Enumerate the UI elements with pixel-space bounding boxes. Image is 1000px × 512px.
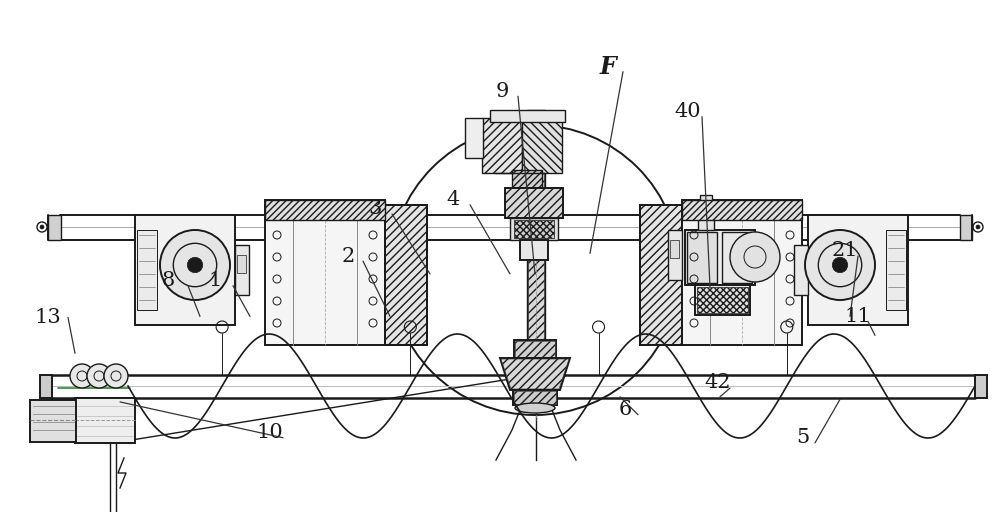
Bar: [265, 200, 385, 345]
Text: 1: 1: [208, 271, 222, 290]
Bar: [265, 200, 385, 220]
Circle shape: [160, 230, 230, 300]
Bar: [510, 218, 558, 240]
Bar: [48, 215, 61, 240]
Text: 10: 10: [257, 423, 283, 442]
Bar: [30, 400, 76, 442]
Bar: [722, 232, 752, 283]
Circle shape: [87, 364, 111, 388]
Bar: [668, 230, 682, 280]
Bar: [794, 245, 808, 295]
Bar: [975, 375, 987, 398]
Circle shape: [976, 225, 980, 229]
Bar: [465, 118, 483, 158]
Bar: [687, 232, 717, 283]
Bar: [515, 341, 555, 357]
Text: 3: 3: [368, 199, 382, 219]
Bar: [40, 375, 52, 398]
Circle shape: [832, 258, 848, 273]
Text: 4: 4: [446, 190, 460, 209]
Circle shape: [40, 225, 44, 229]
Bar: [385, 205, 427, 345]
Bar: [505, 188, 563, 218]
Circle shape: [187, 258, 203, 273]
Bar: [960, 215, 972, 240]
Circle shape: [730, 232, 780, 282]
Bar: [385, 205, 427, 345]
Circle shape: [805, 230, 875, 300]
Text: 13: 13: [35, 308, 61, 327]
Bar: [235, 245, 249, 295]
Bar: [685, 230, 755, 285]
Bar: [528, 115, 544, 365]
Text: 2: 2: [341, 246, 355, 266]
Text: 40: 40: [675, 102, 701, 121]
Bar: [513, 390, 557, 405]
Circle shape: [104, 364, 128, 388]
Text: 42: 42: [705, 373, 731, 393]
Bar: [505, 188, 563, 218]
Bar: [522, 118, 562, 173]
Bar: [695, 285, 750, 315]
Bar: [514, 340, 556, 358]
Bar: [520, 240, 548, 260]
Bar: [490, 110, 565, 122]
Text: 21: 21: [832, 241, 858, 261]
Bar: [886, 230, 906, 310]
Text: 9: 9: [495, 81, 509, 101]
Ellipse shape: [515, 403, 555, 413]
Bar: [527, 110, 545, 370]
Bar: [808, 215, 908, 325]
Text: 11: 11: [845, 307, 871, 326]
Bar: [700, 195, 712, 211]
Circle shape: [70, 364, 94, 388]
Text: 5: 5: [796, 428, 810, 447]
Bar: [135, 215, 235, 325]
Text: F: F: [600, 55, 616, 78]
Bar: [640, 205, 682, 345]
Bar: [682, 200, 802, 345]
Bar: [698, 210, 714, 230]
Bar: [75, 398, 135, 443]
Polygon shape: [500, 358, 570, 390]
Bar: [514, 391, 556, 404]
Bar: [512, 170, 542, 188]
Bar: [640, 205, 682, 345]
Polygon shape: [501, 359, 569, 389]
Bar: [697, 287, 748, 313]
Bar: [514, 220, 554, 238]
Bar: [682, 200, 802, 220]
Bar: [137, 230, 157, 310]
Text: 6: 6: [618, 400, 632, 419]
Bar: [670, 240, 679, 258]
Bar: [237, 255, 246, 273]
Text: 8: 8: [161, 271, 175, 290]
Bar: [482, 118, 522, 173]
